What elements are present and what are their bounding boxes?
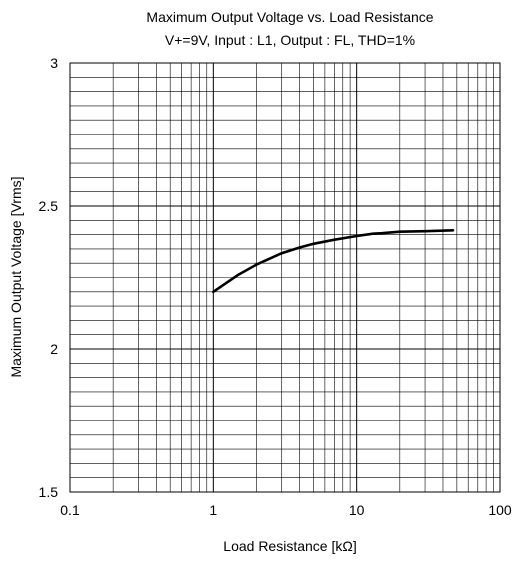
y-axis-label: Maximum Output Voltage [Vrms] (8, 177, 24, 378)
chart-subtitle: V+=9V, Input : L1, Output : FL, THD=1% (165, 32, 415, 48)
y-tick-label: 3 (50, 55, 58, 71)
minor-grid (70, 63, 500, 492)
x-tick-label: 100 (488, 502, 512, 518)
plot-frame (69, 62, 501, 493)
series-line (212, 229, 455, 294)
chart-title: Maximum Output Voltage vs. Load Resistan… (146, 9, 433, 25)
major-grid (70, 63, 500, 492)
y-tick-label: 2 (50, 341, 58, 357)
tick-labels: 0.1 1 10 100 1.5 2 2.5 3 (39, 55, 512, 518)
x-tick-label: 0.1 (60, 502, 80, 518)
x-tick-label: 1 (209, 502, 217, 518)
x-tick-label: 10 (349, 502, 365, 518)
series-layer (212, 229, 455, 294)
y-tick-label: 1.5 (39, 484, 59, 500)
x-axis-label: Load Resistance [kΩ] (223, 538, 356, 554)
y-tick-label: 2.5 (39, 198, 59, 214)
